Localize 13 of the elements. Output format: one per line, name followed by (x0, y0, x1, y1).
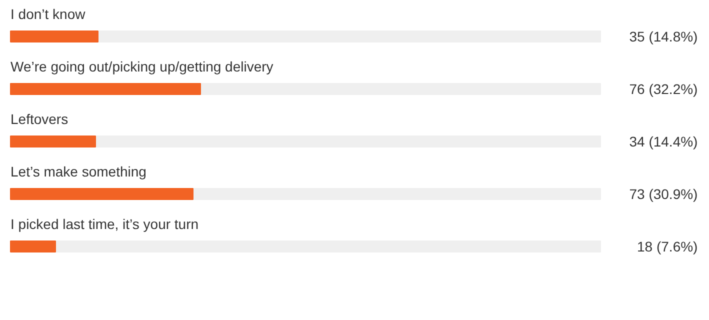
y-tick-label: I don’t know (10, 6, 86, 22)
y-tick-label: I picked last time, it’s your turn (10, 216, 199, 232)
bar (10, 30, 98, 42)
y-tick-label: Let’s make something (10, 163, 146, 180)
bar (10, 135, 96, 148)
data-label: 18 (7.6%) (637, 238, 698, 254)
y-tick-label: Leftovers (10, 110, 68, 127)
data-label: 35 (14.8%) (629, 28, 698, 44)
data-label: 34 (14.4%) (629, 133, 698, 150)
bar (10, 240, 56, 252)
data-label: 73 (30.9%) (629, 186, 698, 202)
y-tick-label: We’re going out/picking up/getting delivery (10, 58, 274, 74)
data-label: 76 (32.2%) (629, 80, 698, 97)
